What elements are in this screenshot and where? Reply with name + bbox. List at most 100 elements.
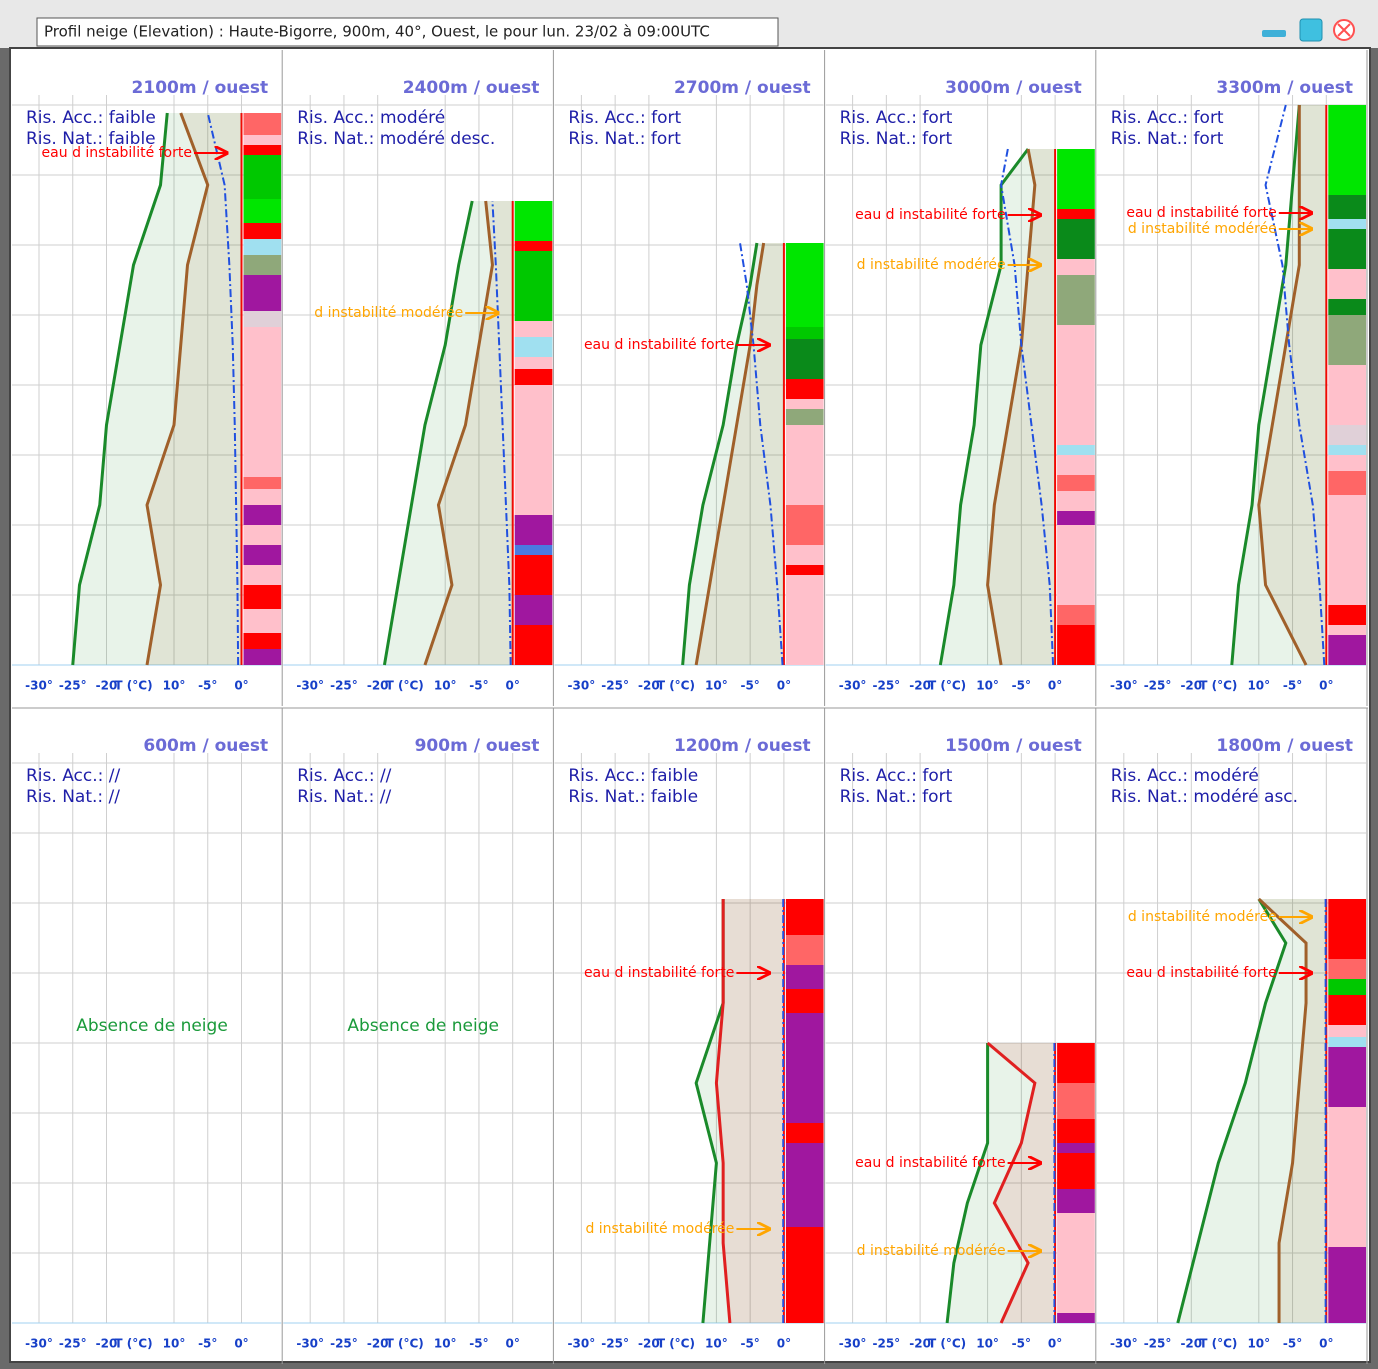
snow-layer	[1328, 635, 1367, 665]
profile-line	[382, 200, 474, 666]
x-tick-label: -25°	[59, 679, 87, 693]
x-axis-label: T (°C)	[114, 1337, 152, 1351]
snow-layer	[243, 565, 282, 585]
instability-label: eau d instabilité forte	[855, 207, 1005, 223]
plot	[12, 753, 282, 1324]
x-tick-label: -25°	[601, 1337, 629, 1351]
plot: eau d instabilité forte	[12, 95, 282, 666]
x-tick-label: 10°	[1247, 679, 1270, 693]
x-tick-label: 10°	[976, 679, 999, 693]
snow-layer	[785, 263, 824, 327]
snow-layer	[785, 935, 824, 965]
snow-layer	[1057, 1143, 1095, 1153]
snow-layer	[514, 337, 553, 357]
risk-accidental: Ris. Acc.: //	[26, 766, 120, 786]
x-tick-label: -5°	[740, 1337, 759, 1351]
snow-layer	[1328, 219, 1367, 229]
snow-layer	[1057, 605, 1095, 625]
snow-layer	[1057, 1119, 1095, 1143]
x-axis-label: T (°C)	[1199, 1337, 1237, 1351]
instability-label: eau d instabilité forte	[584, 337, 734, 353]
snow-layer	[1328, 455, 1367, 471]
risk-natural: Ris. Nat.: faible	[568, 787, 698, 807]
snow-layer	[785, 243, 824, 263]
instability-label: d instabilité modérée	[1128, 909, 1277, 925]
risk-natural: Ris. Nat.: fort	[840, 787, 953, 807]
snow-layer	[514, 595, 553, 625]
maximize-button[interactable]	[1299, 18, 1323, 42]
snow-layer	[785, 965, 824, 989]
snow-layer	[514, 625, 553, 665]
profile-line	[1000, 148, 1055, 666]
snow-layer	[1328, 445, 1367, 455]
snow-layer	[243, 239, 282, 255]
x-tick-label: -25°	[1144, 679, 1172, 693]
snow-layer	[1328, 105, 1367, 195]
plot	[283, 753, 553, 1324]
snow-layer	[785, 545, 824, 565]
snow-layer	[514, 545, 553, 555]
snow-layer	[1328, 979, 1367, 995]
x-tick-label: 0°	[1048, 1337, 1062, 1351]
snow-layer	[243, 609, 282, 633]
snow-layer	[785, 327, 824, 339]
snow-layer	[243, 489, 282, 505]
title-tab[interactable]	[36, 17, 779, 47]
profile-area	[1258, 899, 1327, 1323]
minimize-button[interactable]	[1262, 30, 1286, 37]
x-tick-label: 10°	[705, 1337, 728, 1351]
x-tick-label: -30°	[296, 679, 324, 693]
panel-title: 2100m / ouest	[132, 78, 269, 98]
risk-natural: Ris. Nat.: fort	[1111, 129, 1224, 149]
snow-layer	[1057, 475, 1095, 491]
snow-layer	[243, 545, 282, 565]
risk-natural: Ris. Nat.: //	[26, 787, 120, 807]
snow-layer	[243, 649, 282, 665]
snow-layer	[514, 385, 553, 515]
profile-line	[986, 1041, 1037, 1324]
risk-natural: Ris. Nat.: faible	[26, 129, 156, 149]
profile-area	[147, 113, 242, 665]
x-tick-label: 10°	[1247, 1337, 1270, 1351]
profile-line	[1176, 898, 1288, 1324]
close-cross	[1337, 23, 1351, 37]
x-tick-label: -20	[1180, 679, 1202, 693]
risk-natural: Ris. Nat.: modéré asc.	[1111, 787, 1298, 807]
profile-line	[945, 1043, 990, 1324]
snow-layer	[243, 199, 282, 223]
profile-panel: eau d instabilité forte -30° -25° -20 10° -5°…	[554, 50, 826, 706]
profile-line	[491, 200, 512, 666]
no-snow: Absence de neige	[347, 1016, 499, 1036]
risk-accidental: Ris. Acc.: fort	[840, 766, 953, 786]
x-tick-label: 0°	[234, 1337, 248, 1351]
x-axis-label: T (°C)	[928, 1337, 966, 1351]
x-tick-label: -5°	[469, 679, 488, 693]
instability-label: eau d instabilité forte	[1126, 965, 1276, 981]
snow-layer	[1328, 1037, 1367, 1047]
snow-layer	[785, 565, 824, 575]
snow-layer	[785, 409, 824, 425]
x-tick-label: 0°	[1319, 679, 1333, 693]
snow-layer	[785, 1143, 824, 1227]
content-area	[9, 47, 1371, 1363]
risk-accidental: Ris. Acc.: faible	[568, 766, 698, 786]
snow-layer	[243, 311, 282, 327]
snow-layer	[243, 505, 282, 525]
x-tick-label: 10°	[434, 679, 457, 693]
snow-layer	[243, 327, 282, 477]
plot: eau d instabilité forte d instabilité mod…	[825, 95, 1095, 666]
snow-layer	[1328, 269, 1367, 299]
snow-layer	[243, 135, 282, 145]
panel-title: 900m / ouest	[415, 736, 540, 756]
snow-layer	[514, 369, 553, 385]
profile-line	[1264, 104, 1326, 666]
snow-layer	[1057, 259, 1095, 275]
close-button[interactable]	[1333, 19, 1355, 41]
x-tick-label: -25°	[330, 679, 358, 693]
profile-line	[938, 148, 1030, 666]
risk-natural: Ris. Nat.: fort	[840, 129, 953, 149]
x-tick-label: -30°	[1110, 679, 1138, 693]
snow-layer	[1057, 1213, 1095, 1313]
